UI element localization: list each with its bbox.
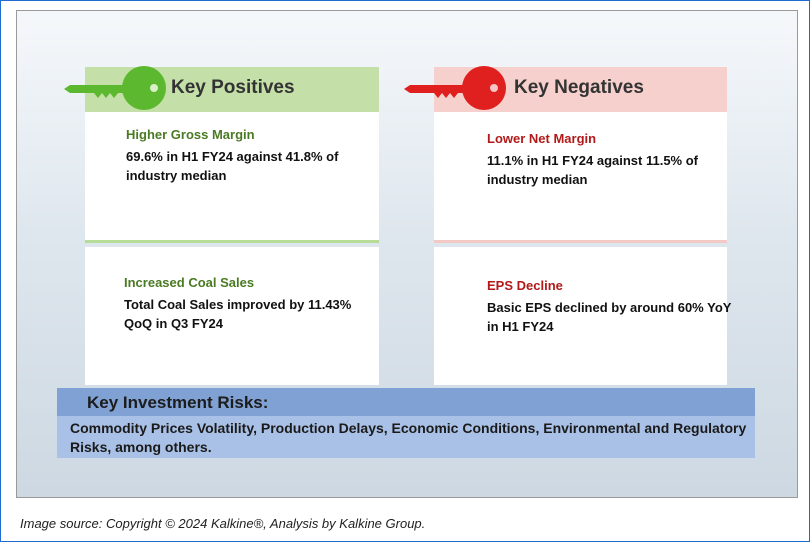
key-negatives-title: Key Negatives [514, 77, 644, 98]
positive-card-2: Increased Coal Sales Total Coal Sales im… [85, 247, 379, 385]
image-source-caption: Image source: Copyright © 2024 Kalkine®,… [20, 516, 426, 531]
negative-text-2: Basic EPS declined by around 60% YoY in … [487, 300, 732, 334]
negative-title-2: EPS Decline [487, 278, 563, 293]
red-key-icon [404, 66, 506, 110]
positive-card-1: Higher Gross Margin 69.6% in H1 FY24 aga… [85, 112, 379, 243]
positive-text-2: Total Coal Sales improved by 11.43% QoQ … [124, 297, 352, 331]
key-risks-text: Commodity Prices Volatility, Production … [70, 420, 747, 455]
negative-text-1: 11.1% in H1 FY24 against 11.5% of indust… [487, 153, 698, 187]
positive-title-2: Increased Coal Sales [124, 275, 255, 290]
key-risks-header: Key Investment Risks: [57, 388, 755, 416]
negative-title-1: Lower Net Margin [487, 131, 597, 146]
positive-text-1: 69.6% in H1 FY24 against 41.8% of indust… [126, 149, 339, 183]
negative-card-2: EPS Decline Basic EPS declined by around… [434, 247, 731, 385]
positive-title-1: Higher Gross Margin [126, 127, 255, 142]
negative-card-1: Lower Net Margin 11.1% in H1 FY24 agains… [434, 112, 727, 243]
key-risks-title: Key Investment Risks: [87, 393, 269, 412]
key-risks-body: Commodity Prices Volatility, Production … [57, 416, 755, 458]
key-positives-title: Key Positives [171, 77, 295, 98]
green-key-icon [64, 66, 166, 110]
